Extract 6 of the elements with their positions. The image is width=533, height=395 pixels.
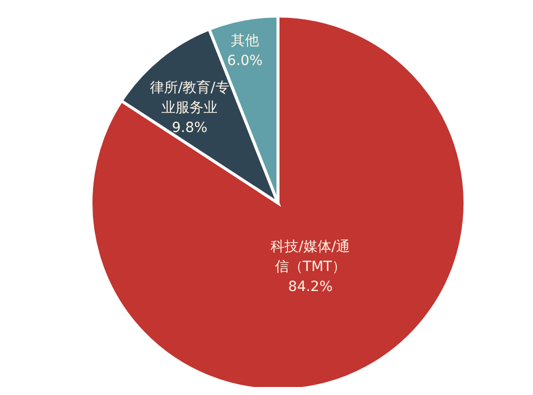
slice-label: 科技/媒体/通信（TMT） [270, 238, 350, 275]
data-label: 6.0% [227, 52, 263, 69]
slice-label: 律所/教育/专业服务业 [150, 79, 230, 116]
data-label: 9.8% [172, 120, 208, 136]
data-label: 84.2% [288, 278, 333, 295]
slice-label: 其他 [230, 32, 259, 49]
